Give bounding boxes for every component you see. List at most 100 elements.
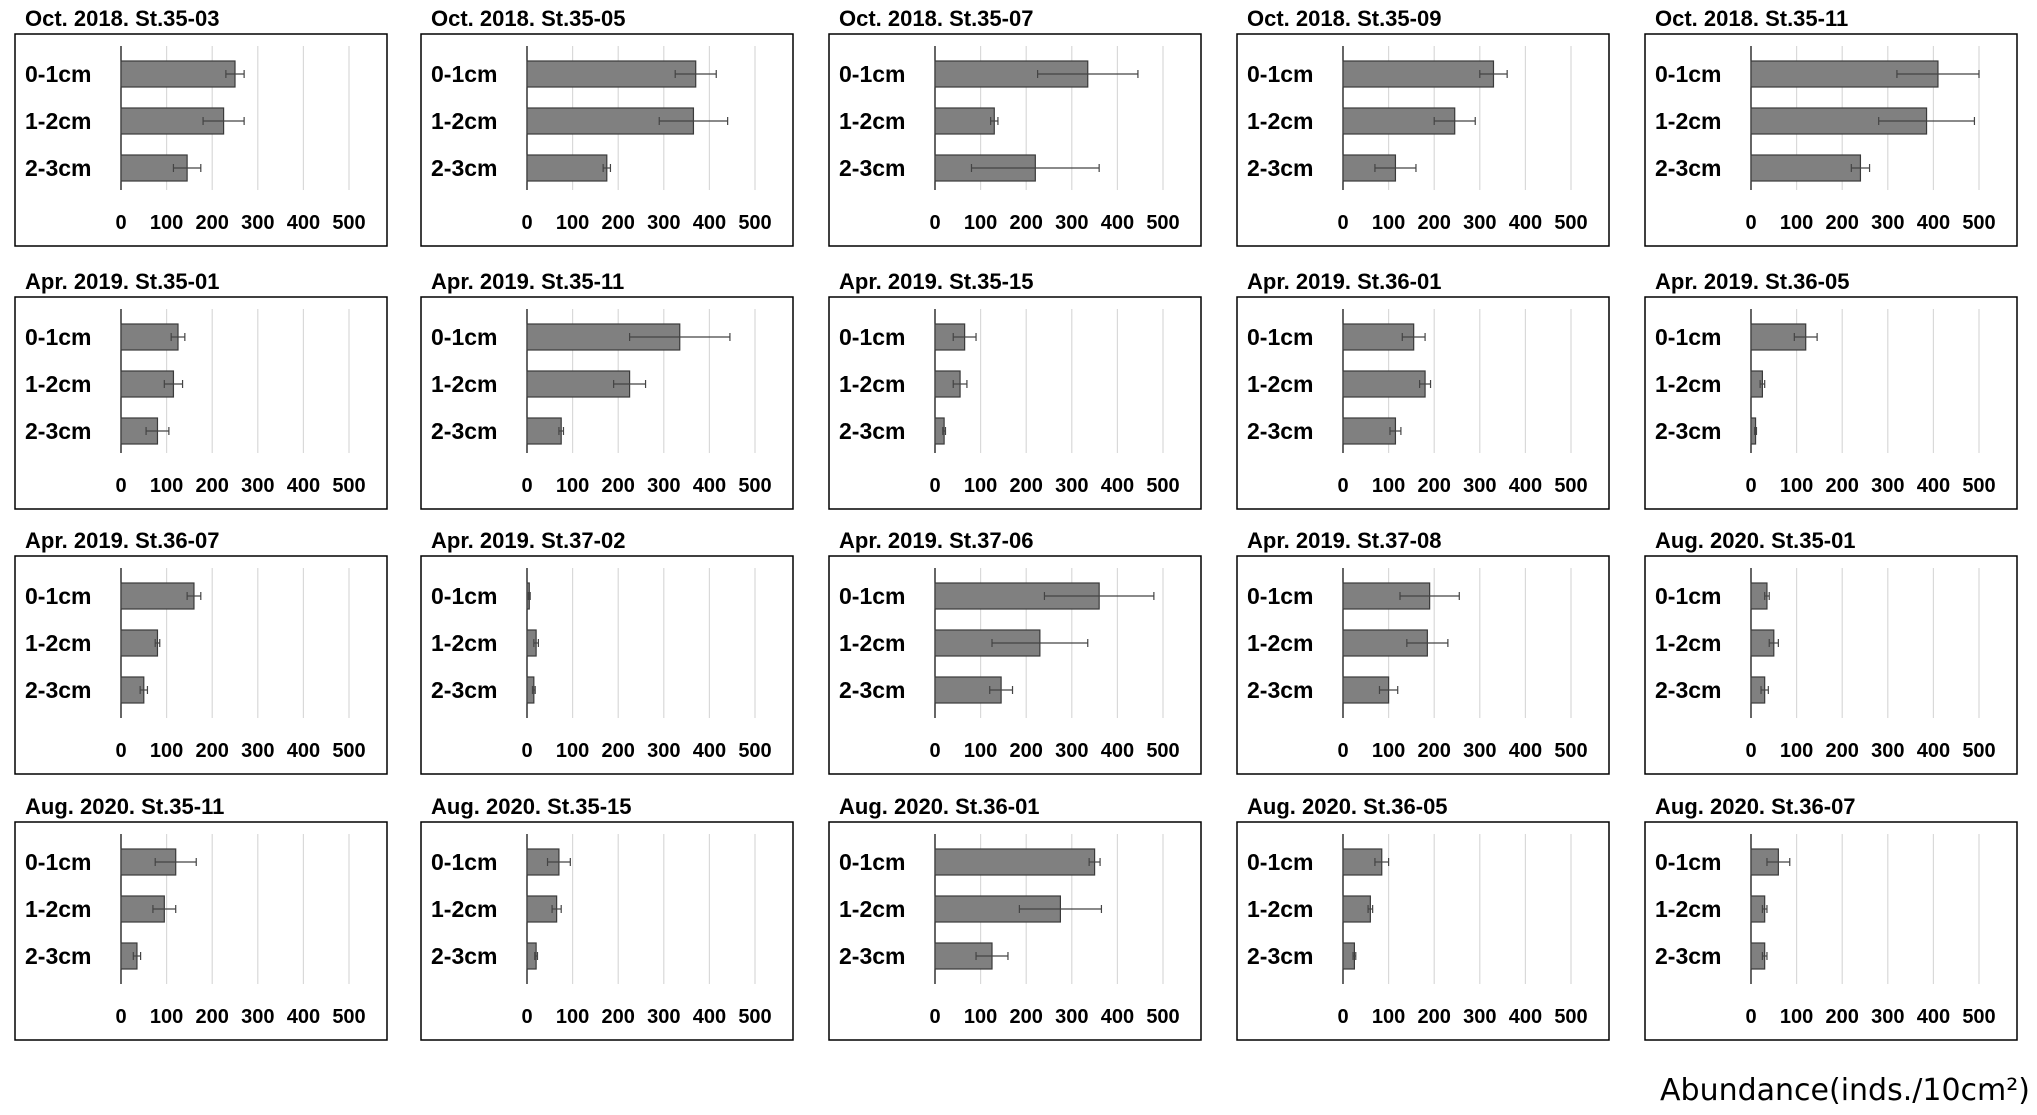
category-label: 2-3cm <box>431 155 497 181</box>
x-tick-label: 400 <box>287 475 320 497</box>
bar <box>526 895 558 923</box>
panel-frame <box>14 821 388 1041</box>
x-tick-label: 200 <box>1010 740 1043 762</box>
category-label: 0-1cm <box>1655 583 1721 609</box>
x-tick-label: 400 <box>1101 1006 1134 1028</box>
panel-title: Oct. 2018. St.35-11 <box>1655 6 1848 31</box>
x-tick-label: 300 <box>1055 475 1088 497</box>
panel-frame <box>828 296 1202 510</box>
x-tick-label: 300 <box>1463 212 1496 234</box>
category-label: 1-2cm <box>839 371 905 397</box>
x-tick-label: 500 <box>1554 212 1587 234</box>
panel-frame <box>1644 821 2018 1041</box>
x-tick-label: 400 <box>1509 475 1542 497</box>
x-tick-label: 100 <box>150 475 183 497</box>
category-label: 2-3cm <box>839 677 905 703</box>
x-tick-label: 0 <box>521 212 532 234</box>
x-tick-label: 400 <box>693 740 726 762</box>
category-label: 1-2cm <box>1247 108 1313 134</box>
panel-frame <box>14 296 388 510</box>
x-tick-label: 300 <box>1871 1006 1904 1028</box>
category-label: 0-1cm <box>839 324 905 350</box>
x-tick-label: 200 <box>196 212 229 234</box>
x-tick-label: 500 <box>1962 475 1995 497</box>
x-tick-label: 500 <box>738 475 771 497</box>
x-tick-label: 200 <box>196 1006 229 1028</box>
category-label: 1-2cm <box>1655 108 1721 134</box>
x-tick-label: 400 <box>1917 475 1950 497</box>
chart-panel: Aug. 2020. St.35-11 0 100 200 300 400 500 0-1cm… <box>14 794 388 1041</box>
x-tick-label: 200 <box>602 1006 635 1028</box>
x-tick-label: 400 <box>1917 1006 1950 1028</box>
panel-title: Aug. 2020. St.35-11 <box>25 794 224 819</box>
x-tick-label: 300 <box>1055 1006 1088 1028</box>
category-label: 2-3cm <box>1655 677 1721 703</box>
x-tick-label: 0 <box>115 740 126 762</box>
x-tick-label: 300 <box>647 740 680 762</box>
chart-panel: Apr. 2019. St.35-15 0 100 200 300 400 500 0-1cm… <box>828 269 1202 510</box>
x-tick-label: 500 <box>332 1006 365 1028</box>
category-label: 0-1cm <box>1247 849 1313 875</box>
x-tick-label: 0 <box>1337 1006 1348 1028</box>
x-tick-label: 200 <box>1826 475 1859 497</box>
category-label: 1-2cm <box>1247 896 1313 922</box>
category-label: 2-3cm <box>1655 943 1721 969</box>
x-tick-label: 500 <box>1146 475 1179 497</box>
x-tick-label: 0 <box>1337 740 1348 762</box>
x-tick-label: 400 <box>1917 212 1950 234</box>
panel-title: Apr. 2019. St.35-01 <box>25 269 219 294</box>
x-tick-label: 200 <box>1826 740 1859 762</box>
x-tick-label: 400 <box>693 1006 726 1028</box>
category-label: 0-1cm <box>1655 324 1721 350</box>
x-tick-label: 100 <box>150 740 183 762</box>
x-tick-label: 500 <box>738 1006 771 1028</box>
x-tick-label: 200 <box>1826 1006 1859 1028</box>
x-tick-label: 200 <box>602 475 635 497</box>
x-tick-label: 300 <box>647 1006 680 1028</box>
x-tick-label: 100 <box>964 212 997 234</box>
x-tick-label: 100 <box>1372 740 1405 762</box>
chart-panel: Apr. 2019. St.37-02 0 100 200 300 400 500 0-1cm… <box>420 528 794 775</box>
panel-title: Apr. 2019. St.35-11 <box>431 269 624 294</box>
category-label: 1-2cm <box>431 371 497 397</box>
x-tick-label: 500 <box>1962 740 1995 762</box>
x-tick-label: 400 <box>287 1006 320 1028</box>
x-tick-label: 0 <box>521 740 532 762</box>
bar <box>526 154 608 182</box>
panel-title: Oct. 2018. St.35-05 <box>431 6 625 31</box>
x-tick-label: 100 <box>1372 475 1405 497</box>
x-tick-label: 300 <box>647 475 680 497</box>
x-tick-label: 300 <box>1463 1006 1496 1028</box>
x-tick-label: 300 <box>241 212 274 234</box>
x-tick-label: 0 <box>1745 212 1756 234</box>
x-tick-label: 300 <box>1871 740 1904 762</box>
category-label: 0-1cm <box>431 583 497 609</box>
x-tick-label: 300 <box>1055 212 1088 234</box>
category-label: 2-3cm <box>25 677 91 703</box>
category-label: 1-2cm <box>839 108 905 134</box>
panel-title: Apr. 2019. St.36-01 <box>1247 269 1441 294</box>
x-tick-label: 0 <box>115 212 126 234</box>
chart-panel: Apr. 2019. St.37-06 0 100 200 300 400 500 0-1cm… <box>828 528 1202 775</box>
x-tick-label: 500 <box>1554 740 1587 762</box>
category-label: 2-3cm <box>1247 155 1313 181</box>
x-tick-label: 500 <box>332 740 365 762</box>
panel-title: Apr. 2019. St.37-08 <box>1247 528 1441 553</box>
x-tick-label: 100 <box>556 1006 589 1028</box>
category-label: 0-1cm <box>1247 61 1313 87</box>
x-tick-label: 100 <box>1780 1006 1813 1028</box>
x-tick-label: 200 <box>196 475 229 497</box>
x-tick-label: 400 <box>1509 1006 1542 1028</box>
panel-title: Apr. 2019. St.36-07 <box>25 528 219 553</box>
x-tick-label: 300 <box>1871 475 1904 497</box>
x-tick-label: 500 <box>1146 740 1179 762</box>
category-label: 1-2cm <box>25 371 91 397</box>
x-tick-label: 300 <box>1871 212 1904 234</box>
x-tick-label: 300 <box>241 475 274 497</box>
category-label: 1-2cm <box>839 630 905 656</box>
x-tick-label: 200 <box>1010 475 1043 497</box>
bar <box>120 629 159 657</box>
category-label: 1-2cm <box>25 630 91 656</box>
x-tick-label: 400 <box>1509 212 1542 234</box>
bar <box>526 370 631 398</box>
